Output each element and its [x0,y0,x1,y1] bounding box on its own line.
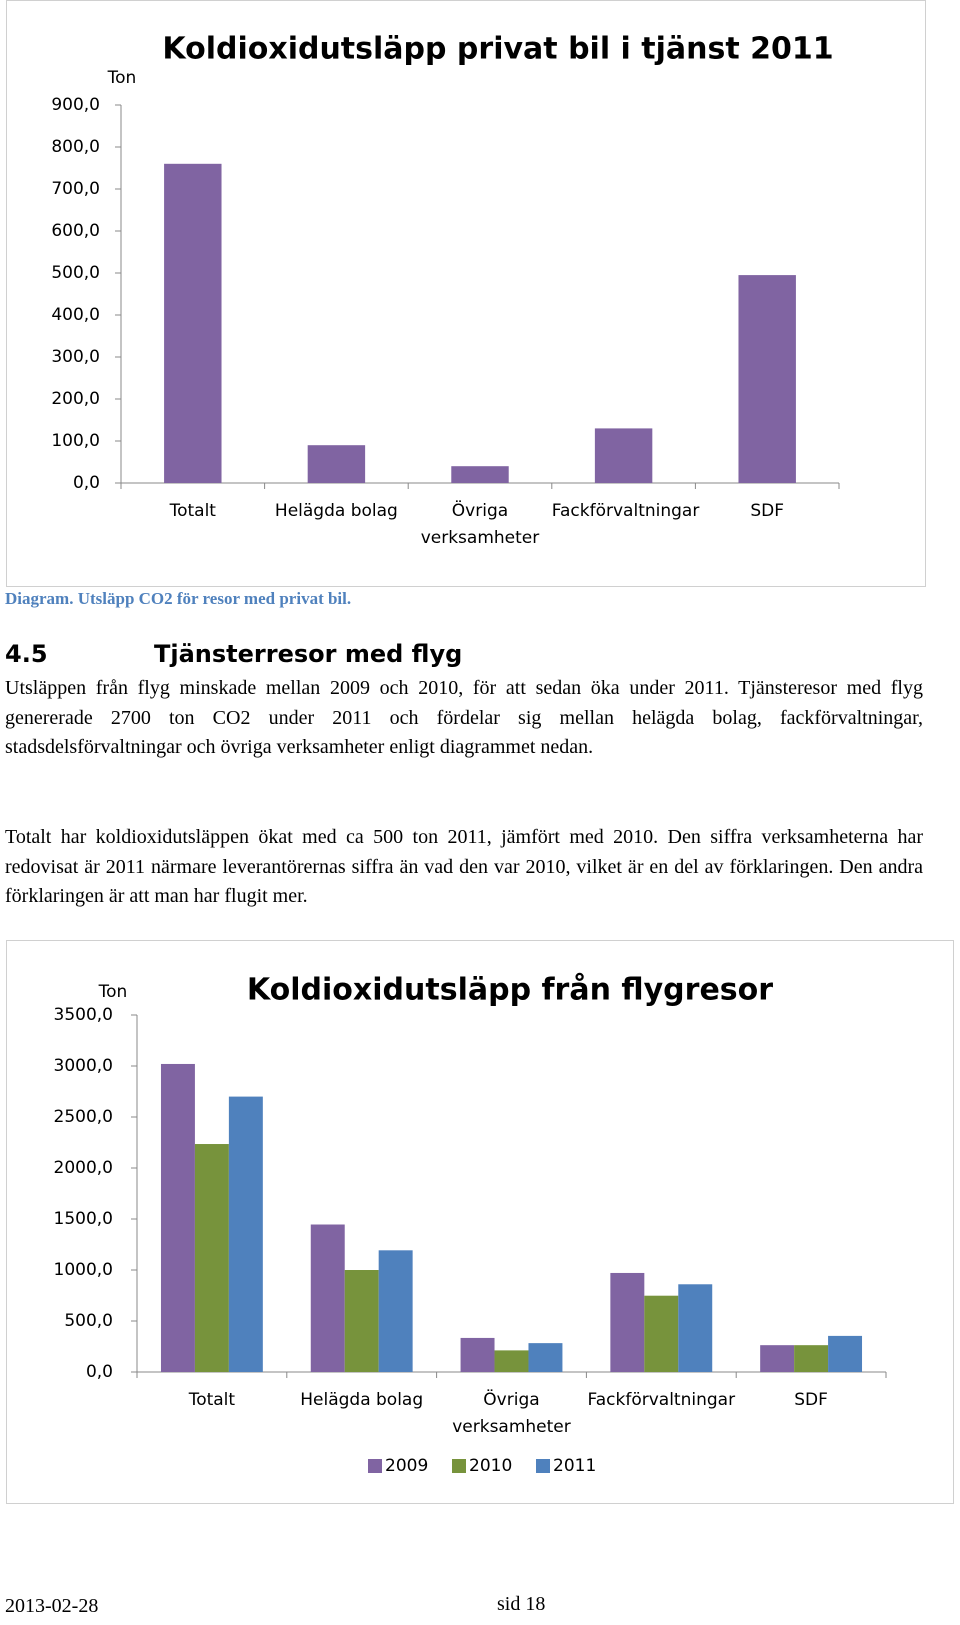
bar [528,1343,563,1372]
legend-label: 2010 [469,1456,512,1476]
paragraph: Totalt har koldioxidutsläppen ökat med c… [5,826,923,907]
y-tick-label: 200,0 [51,389,100,409]
x-tick-label: Övriga verksamheter [452,1390,571,1437]
y-tick-label: 400,0 [51,305,100,325]
y-tick-label: 700,0 [51,179,100,199]
chart-frame [6,940,954,1504]
x-tick-label: Fackförvaltningar [551,501,700,521]
y-tick-label: 900,0 [51,95,100,115]
x-tick-label: SDF [794,1390,828,1410]
paragraph: Utsläppen från flyg minskade mellan 2009… [5,677,923,758]
bar [228,1096,263,1372]
bar [794,1345,829,1372]
section-title: Tjänsterresor med flyg [154,640,463,668]
bar [760,1345,795,1372]
bar [164,163,222,484]
y-tick-label: 500,0 [51,263,100,283]
x-tick-label: Totalt [169,501,216,521]
legend-label: 2009 [385,1456,428,1476]
y-tick-label: 2000,0 [54,1158,113,1178]
footer-date: 2013-02-28 [5,1595,99,1617]
bar [678,1284,713,1372]
bar [307,445,366,483]
x-tick-label: Helägda bolag [300,1390,424,1410]
bar [460,1337,495,1372]
bar [610,1272,645,1372]
y-tick-label: 3000,0 [54,1056,113,1076]
bar [828,1335,863,1372]
footer-page: sid 18 [497,1593,546,1615]
bar [310,1224,345,1372]
y-tick-label: 800,0 [51,137,100,157]
legend-swatch [536,1459,550,1473]
x-tick-label: Totalt [188,1390,236,1410]
legend-swatch [452,1459,466,1473]
y-tick-label: 100,0 [51,431,100,451]
bar [594,428,653,483]
x-tick-label: Fackförvaltningar [587,1390,736,1410]
y-tick-label: 600,0 [51,221,100,241]
chart-frame [6,0,926,587]
y-tick-label: 500,0 [64,1311,113,1331]
x-tick-label: Övriga verksamheter [420,501,540,548]
bar [194,1144,229,1372]
bar [644,1295,679,1372]
y-tick-label: 0,0 [86,1362,113,1382]
y-tick-label: 2500,0 [54,1107,113,1127]
caption: Diagram. Utsläpp CO2 för resor med priva… [5,589,352,608]
bar [160,1063,195,1372]
bar [738,275,796,483]
bar [344,1270,379,1372]
section-number: 4.5 [5,640,48,668]
y-axis-label: Ton [107,68,137,88]
bar [451,466,509,483]
y-axis-label: Ton [98,982,128,1002]
y-tick-label: 0,0 [73,473,100,493]
y-tick-label: 1000,0 [54,1260,113,1280]
legend-swatch [368,1459,382,1473]
chart-title: Koldioxidutsläpp privat bil i tjänst 201… [162,32,833,67]
bar [378,1250,413,1372]
chart-title: Koldioxidutsläpp från flygresor [247,972,773,1008]
bar [494,1350,529,1372]
y-tick-label: 300,0 [51,347,100,367]
legend-label: 2011 [553,1456,596,1476]
x-tick-label: Helägda bolag [274,501,398,521]
y-tick-label: 1500,0 [54,1209,113,1229]
y-tick-label: 3500,0 [54,1005,113,1025]
x-tick-label: SDF [750,501,785,521]
